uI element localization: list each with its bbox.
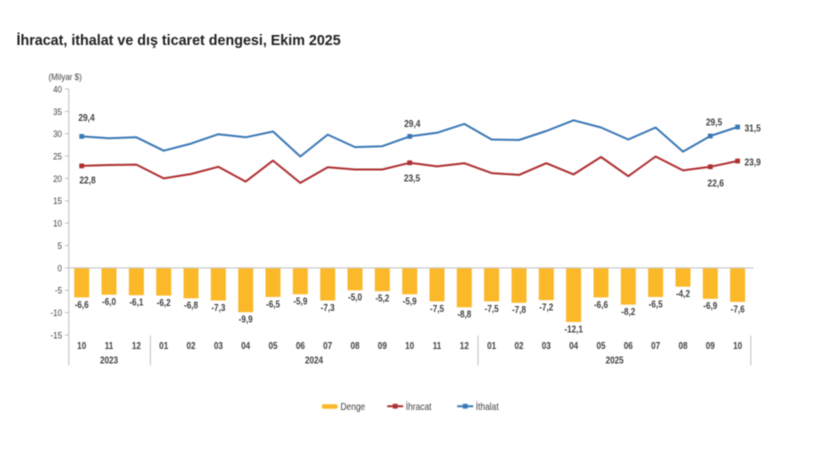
svg-text:23,9: 23,9: [745, 157, 761, 168]
svg-text:-6,5: -6,5: [649, 299, 663, 310]
svg-text:-5,9: -5,9: [293, 296, 307, 307]
svg-text:40: 40: [53, 84, 62, 95]
svg-text:-15: -15: [50, 330, 62, 341]
svg-text:12: 12: [460, 340, 469, 351]
svg-text:-6,2: -6,2: [157, 297, 171, 308]
svg-text:5: 5: [58, 240, 63, 251]
svg-text:-8,8: -8,8: [457, 309, 471, 320]
svg-text:07: 07: [651, 340, 660, 351]
svg-text:-6,8: -6,8: [184, 300, 198, 311]
svg-text:08: 08: [678, 340, 687, 351]
svg-text:-7,6: -7,6: [731, 304, 745, 315]
svg-text:25: 25: [53, 151, 62, 162]
svg-text:İthalat: İthalat: [476, 401, 499, 412]
svg-text:06: 06: [624, 340, 633, 351]
svg-text:04: 04: [569, 340, 578, 351]
svg-text:-7,3: -7,3: [211, 302, 225, 313]
svg-text:-7,5: -7,5: [430, 303, 444, 314]
svg-text:15: 15: [53, 196, 62, 207]
svg-text:03: 03: [214, 340, 223, 351]
svg-text:İhracat, ithalat ve dış ticare: İhracat, ithalat ve dış ticaret dengesi,…: [17, 32, 341, 49]
svg-text:-5,0: -5,0: [348, 292, 362, 303]
svg-text:-7,8: -7,8: [512, 305, 526, 316]
svg-text:-5,2: -5,2: [375, 293, 389, 304]
svg-text:20: 20: [53, 173, 62, 184]
svg-text:03: 03: [542, 340, 551, 351]
svg-text:11: 11: [433, 340, 442, 351]
svg-text:30: 30: [53, 128, 62, 139]
svg-text:-8,2: -8,2: [621, 306, 635, 317]
svg-text:-6,6: -6,6: [594, 299, 608, 310]
svg-text:-7,2: -7,2: [539, 302, 553, 313]
svg-text:35: 35: [53, 106, 62, 117]
svg-text:-6,6: -6,6: [75, 299, 89, 310]
svg-text:10: 10: [77, 340, 86, 351]
svg-text:-4,2: -4,2: [676, 288, 690, 299]
svg-text:-5,9: -5,9: [403, 296, 417, 307]
svg-text:İhracat: İhracat: [406, 401, 432, 412]
svg-text:2024: 2024: [305, 355, 323, 366]
svg-text:29,4: 29,4: [404, 118, 421, 129]
svg-text:23,5: 23,5: [404, 173, 420, 184]
svg-text:06: 06: [296, 340, 305, 351]
svg-text:29,5: 29,5: [706, 117, 722, 128]
svg-text:02: 02: [186, 340, 195, 351]
svg-text:-7,3: -7,3: [321, 302, 335, 313]
svg-text:04: 04: [241, 340, 250, 351]
svg-text:09: 09: [378, 340, 387, 351]
svg-text:05: 05: [596, 340, 605, 351]
svg-text:22,6: 22,6: [708, 178, 724, 189]
svg-text:(Milyar $): (Milyar $): [49, 71, 82, 82]
svg-text:10: 10: [53, 218, 62, 229]
svg-text:-6,1: -6,1: [129, 297, 143, 308]
svg-text:0: 0: [58, 263, 63, 274]
svg-text:22,8: 22,8: [79, 175, 95, 186]
svg-text:12: 12: [132, 340, 141, 351]
svg-text:-12,1: -12,1: [564, 324, 583, 335]
svg-text:07: 07: [323, 340, 332, 351]
svg-text:-10: -10: [50, 307, 62, 318]
svg-text:Denge: Denge: [341, 401, 366, 412]
svg-text:-5: -5: [55, 285, 62, 296]
svg-text:-6,0: -6,0: [102, 296, 116, 307]
svg-text:10: 10: [733, 340, 742, 351]
svg-text:-9,9: -9,9: [239, 314, 253, 325]
svg-text:01: 01: [487, 340, 496, 351]
svg-text:05: 05: [268, 340, 277, 351]
svg-text:08: 08: [350, 340, 359, 351]
svg-text:10: 10: [405, 340, 414, 351]
svg-text:2025: 2025: [606, 355, 624, 366]
svg-text:-6,5: -6,5: [266, 299, 280, 310]
svg-text:-6,9: -6,9: [703, 300, 717, 311]
svg-text:11: 11: [105, 340, 114, 351]
svg-text:02: 02: [514, 340, 523, 351]
svg-text:-7,5: -7,5: [485, 303, 499, 314]
svg-text:09: 09: [706, 340, 715, 351]
svg-text:29,4: 29,4: [78, 112, 95, 123]
svg-text:2023: 2023: [100, 355, 118, 366]
svg-text:31,5: 31,5: [745, 123, 761, 134]
svg-text:01: 01: [159, 340, 168, 351]
